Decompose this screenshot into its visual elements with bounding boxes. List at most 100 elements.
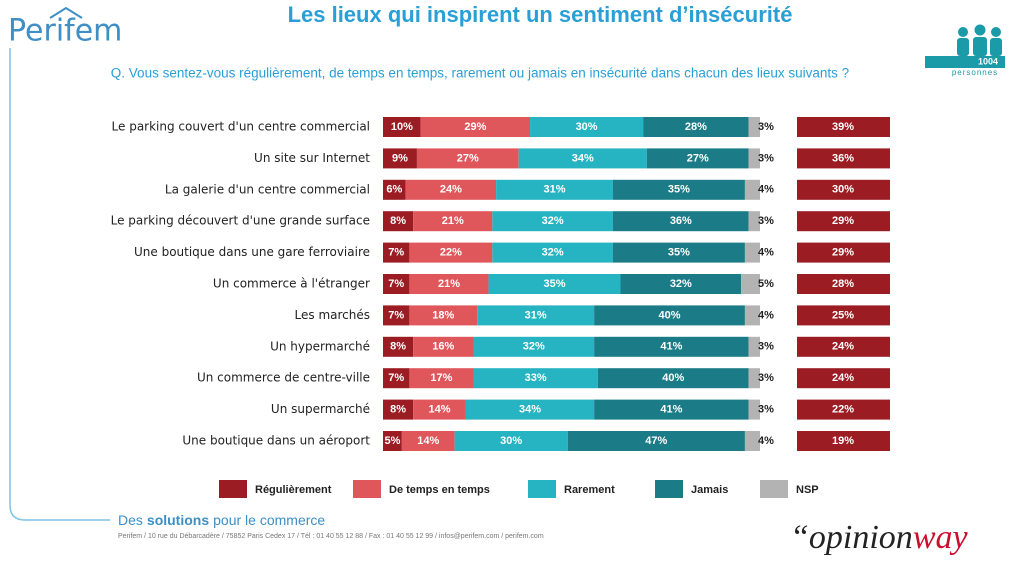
value-label: 3% (758, 341, 774, 353)
value-label: 17% (430, 372, 452, 384)
value-label: 32% (542, 247, 564, 259)
category-label: Les marchés (295, 308, 370, 322)
value-label: 28% (685, 121, 707, 133)
value-label: 41% (660, 341, 682, 353)
value-label: 24% (440, 184, 462, 196)
bar-segment (594, 399, 749, 420)
total-label: 39% (832, 121, 854, 133)
value-label: 5% (384, 435, 400, 447)
total-label: 28% (832, 278, 854, 290)
bar-segment (409, 274, 489, 294)
value-label: 32% (542, 215, 564, 227)
title: Les lieux qui inspirent un sentiment d’i… (288, 2, 793, 27)
value-label: 40% (659, 309, 681, 321)
bar-segment (409, 242, 493, 263)
bar-segment (416, 148, 519, 169)
value-label: 21% (438, 278, 460, 290)
value-label: 3% (758, 121, 774, 133)
logo: Perifem (8, 14, 122, 49)
tagline-part: solutions (147, 512, 209, 528)
value-label: 8% (390, 341, 406, 353)
bar-segment (465, 399, 595, 420)
value-label: 34% (519, 404, 541, 416)
legend-label: NSP (796, 484, 819, 496)
total-label: 29% (832, 247, 854, 259)
bar-segment (597, 368, 749, 389)
category-label: Un commerce à l'étranger (213, 277, 370, 291)
bar-segment (748, 336, 760, 357)
total-box (797, 242, 890, 263)
bar-segment (409, 368, 474, 389)
bar-segment (383, 211, 414, 232)
value-label: 34% (572, 152, 594, 164)
bar-segment (488, 274, 621, 294)
bar-segment (383, 117, 421, 137)
value-label: 5% (758, 278, 774, 290)
total-box (797, 368, 890, 389)
bar-segment (741, 274, 760, 294)
bar-segment (518, 148, 647, 169)
bar-segment (413, 211, 493, 232)
value-label: 31% (544, 184, 566, 196)
tagline-part: Des (118, 512, 143, 528)
value-label: 16% (432, 341, 454, 353)
bar-segment (748, 399, 760, 420)
bar-segment (744, 305, 760, 326)
bar-segment (530, 117, 644, 137)
value-label: 3% (758, 372, 774, 384)
bar-segment (492, 242, 613, 263)
total-box (797, 305, 890, 326)
bar-segment (454, 431, 568, 451)
bar-segment (383, 179, 406, 200)
bar-segment (612, 242, 745, 263)
category-label: Le parking couvert d'un centre commercia… (112, 120, 370, 134)
brand-part: way (913, 519, 969, 556)
value-label: 3% (758, 404, 774, 416)
bar-segment (744, 179, 760, 200)
bar-segment (383, 305, 410, 326)
category-label: Un supermarché (271, 402, 370, 416)
value-label: 7% (388, 372, 404, 384)
sample-count: 1004 (978, 56, 998, 66)
value-label: 27% (457, 152, 479, 164)
value-label: 7% (388, 309, 404, 321)
category-label: Un site sur Internet (254, 151, 370, 165)
value-label: 22% (440, 247, 462, 259)
legend-swatch (219, 480, 247, 498)
value-label: 4% (758, 247, 774, 259)
bar-segment (748, 117, 760, 137)
legend-label: Régulièrement (255, 484, 332, 496)
bar-segment (383, 368, 410, 389)
total-box (797, 117, 890, 137)
bar-segment (744, 431, 760, 451)
bar-segment (492, 211, 613, 232)
bar-segment (473, 368, 598, 389)
value-label: 6% (386, 184, 402, 196)
value-label: 30% (500, 435, 522, 447)
total-box (797, 148, 890, 169)
total-label: 36% (832, 152, 854, 164)
bar-segment (413, 336, 474, 357)
category-label: Une boutique dans un aéroport (182, 434, 370, 448)
bar-segment (748, 368, 760, 389)
bar-segment (409, 305, 478, 326)
value-label: 35% (544, 278, 566, 290)
bar-segment (383, 274, 410, 294)
bar-segment (748, 211, 760, 232)
value-label: 4% (758, 435, 774, 447)
value-label: 21% (442, 215, 464, 227)
bar-segment (413, 399, 466, 420)
value-label: 35% (668, 247, 690, 259)
value-label: 7% (388, 278, 404, 290)
logo-roof (49, 6, 83, 19)
total-label: 25% (832, 309, 854, 321)
value-label: 18% (432, 309, 454, 321)
category-label: Un hypermarché (270, 339, 370, 353)
bar-segment (594, 336, 749, 357)
legend-label: Jamais (691, 484, 728, 496)
value-label: 36% (670, 215, 692, 227)
value-label: 35% (668, 184, 690, 196)
value-label: 8% (390, 404, 406, 416)
bar-segment (383, 336, 414, 357)
